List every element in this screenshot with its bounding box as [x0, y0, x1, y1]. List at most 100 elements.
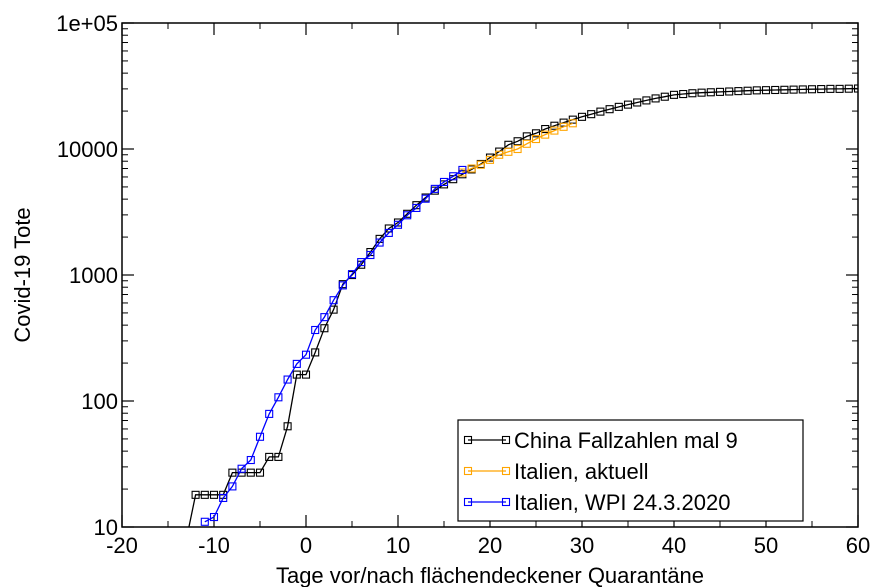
data-point: [752, 86, 761, 95]
data-point: [559, 118, 568, 127]
legend-label: Italien, WPI 24.3.2020: [514, 490, 730, 515]
data-point: [412, 203, 421, 213]
data-point: [200, 517, 209, 526]
data-point: [320, 313, 329, 322]
x-tick-label: 60: [846, 533, 870, 558]
data-point: [835, 84, 844, 93]
x-tick-label: -10: [198, 533, 230, 558]
legend-marker: [463, 466, 473, 476]
x-tick-label: 50: [754, 533, 778, 558]
data-point: [605, 105, 614, 114]
legend: China Fallzahlen mal 9 Italien, aktuell It…: [457, 419, 804, 522]
data-point: [844, 84, 853, 93]
series-3: [200, 165, 467, 526]
data-point: [771, 85, 780, 95]
data-point: [467, 164, 476, 173]
data-point: [347, 270, 357, 279]
data-point: [228, 468, 237, 477]
legend-marker: [501, 435, 511, 445]
legend-entry: Italien, aktuell: [463, 459, 649, 484]
y-tick-label: 1e+05: [56, 11, 118, 36]
legend-entry: China Fallzahlen mal 9: [463, 428, 738, 453]
data-point: [623, 100, 633, 109]
data-point: [541, 130, 550, 139]
x-tick-label: 20: [478, 533, 502, 558]
data-point: [642, 96, 651, 105]
data-point: [209, 512, 219, 522]
data-point: [706, 88, 715, 97]
series-2: [458, 119, 577, 177]
data-point: [853, 84, 858, 93]
data-point: [393, 220, 403, 229]
data-point: [292, 359, 301, 368]
data-point: [292, 370, 301, 379]
data-point: [688, 89, 697, 98]
legend-marker: [501, 466, 511, 476]
data-point: [311, 325, 320, 335]
legend-label: Italien, aktuell: [514, 459, 649, 484]
data-point: [237, 464, 246, 473]
data-point: [320, 324, 329, 333]
legend-marker: [501, 497, 511, 507]
x-axis-title: Tage vor/nach flächendeckener Quarantäne: [276, 563, 704, 587]
data-point: [826, 84, 835, 93]
series-line: [188, 87, 858, 527]
data-point: [568, 119, 577, 128]
data-point: [559, 122, 568, 131]
x-tick-label: 30: [570, 533, 594, 558]
data-point: [209, 490, 219, 499]
data-point: [265, 452, 274, 461]
data-point: [449, 172, 458, 181]
data-point: [255, 468, 265, 477]
legend-entry: Italien, WPI 24.3.2020: [463, 490, 730, 515]
data-point: [633, 98, 642, 107]
data-point: [614, 102, 623, 111]
data-point: [550, 121, 559, 130]
data-point: [504, 147, 513, 156]
data-point: [651, 94, 660, 103]
y-tick-label: 10000: [57, 137, 118, 162]
data-point: [513, 144, 522, 154]
data-point: [430, 184, 439, 193]
data-point: [384, 228, 393, 237]
data-point: [265, 409, 274, 418]
data-point: [485, 155, 495, 164]
data-point: [522, 139, 531, 148]
data-point: [817, 85, 826, 94]
data-point: [439, 177, 449, 187]
data-point: [246, 468, 255, 477]
data-point: [550, 126, 559, 135]
data-point: [274, 393, 283, 402]
x-tick-label: -20: [106, 533, 138, 558]
data-point: [255, 432, 265, 441]
y-tick-label: 10: [94, 515, 118, 540]
data-point: [743, 86, 752, 95]
legend-box: [457, 419, 804, 522]
data-point: [283, 422, 292, 431]
data-point: [715, 87, 725, 96]
data-point: [301, 350, 311, 359]
data-point: [228, 482, 237, 491]
data-point: [200, 490, 209, 499]
data-point: [541, 124, 550, 134]
data-point: [789, 85, 798, 94]
data-point: [761, 86, 771, 95]
data-point: [679, 89, 688, 99]
data-point: [366, 250, 375, 260]
x-tick-label: 10: [386, 533, 410, 558]
data-point: [183, 536, 190, 543]
data-point: [734, 87, 743, 96]
data-point: [246, 455, 255, 465]
data-point: [329, 296, 338, 305]
data-point: [577, 112, 587, 121]
data-point: [531, 129, 541, 138]
data-point: [421, 194, 430, 203]
data-point: [660, 92, 669, 101]
series-layer: [183, 84, 858, 543]
data-point: [458, 165, 467, 174]
data-point: [375, 238, 384, 247]
data-point: [301, 370, 311, 379]
legend-marker: [463, 435, 473, 445]
data-point: [219, 493, 228, 503]
data-point: [495, 150, 504, 159]
